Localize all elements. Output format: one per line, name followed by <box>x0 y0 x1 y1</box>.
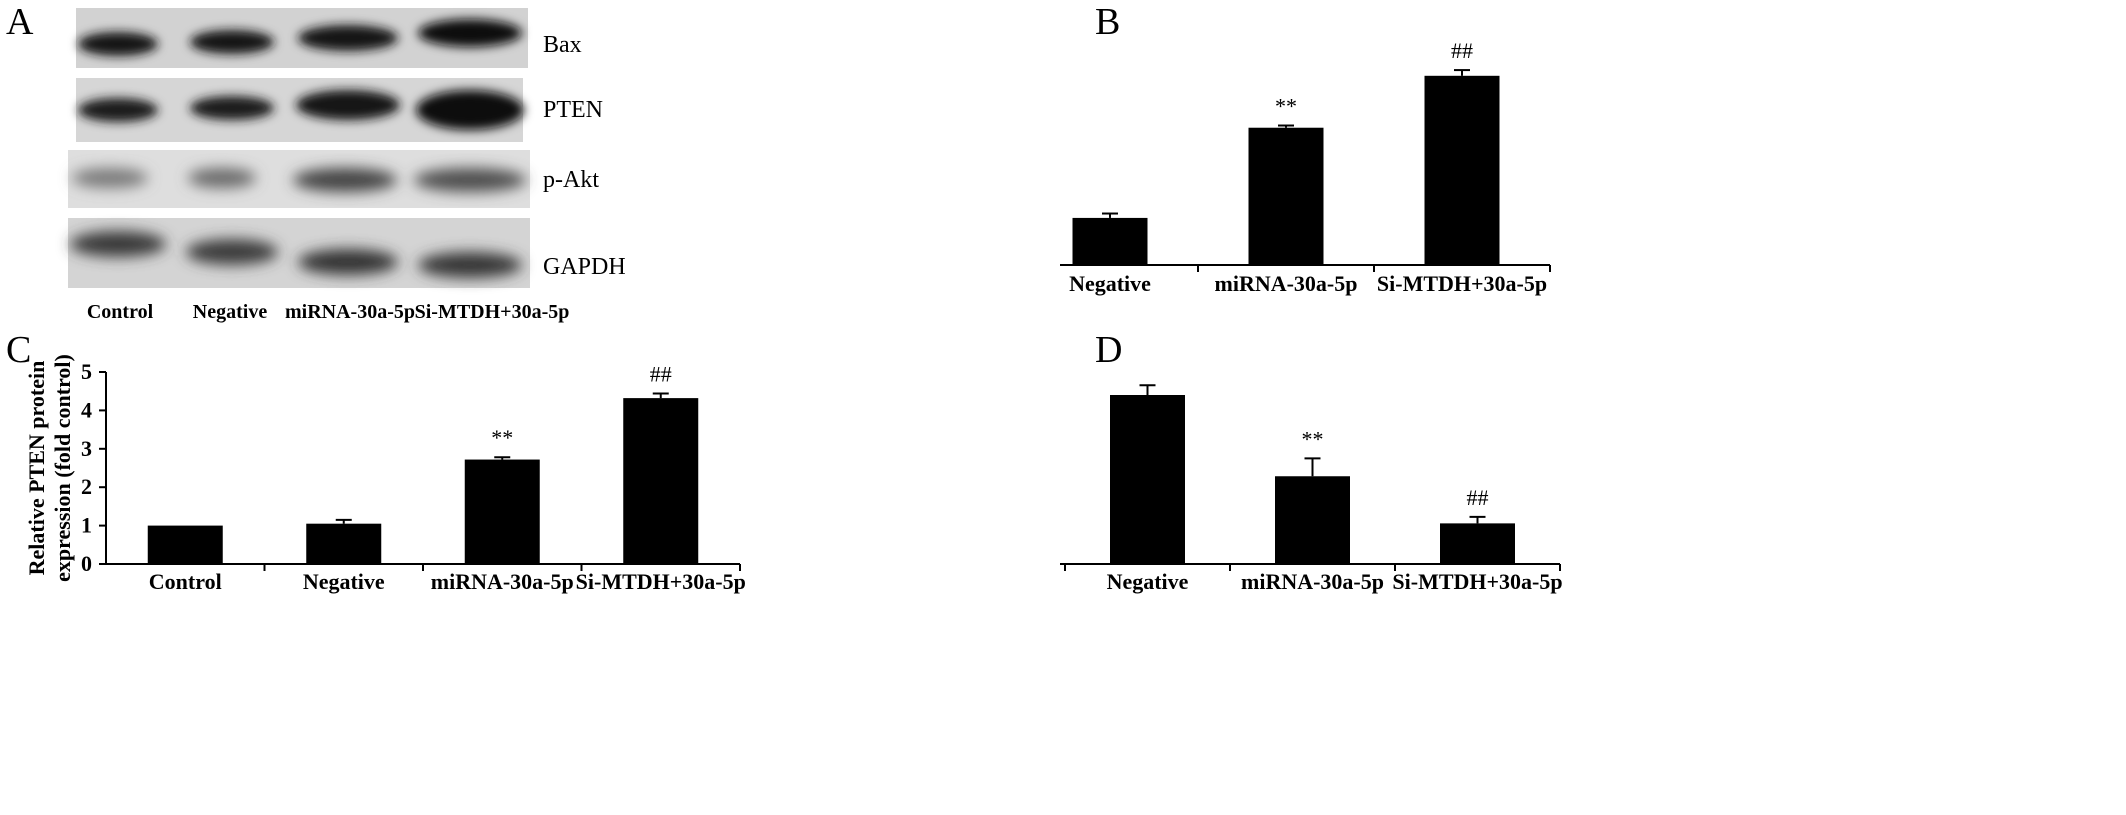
band-label-bax: Bax <box>543 32 582 58</box>
chart-c-ylabel-line2: expression (fold control) <box>50 354 75 582</box>
chart-b-category-label: Negative <box>1069 271 1151 296</box>
chart-d-significance-label: ** <box>1302 426 1324 451</box>
chart-c-bar <box>147 525 223 564</box>
panel-letter-b: B <box>1095 1 1121 43</box>
western-blot-image: Bax PTEN p-Akt GAPDH Control Negative mi… <box>68 8 626 323</box>
chart-c-category-label: Control <box>149 569 222 594</box>
panel-letter-c: C <box>6 329 32 371</box>
lane-label-si-mtdh: Si-MTDH+30a-5p <box>415 301 570 323</box>
chart-d-bar <box>1440 523 1515 564</box>
chart-d-category-label: Si-MTDH+30a-5p <box>1392 569 1562 594</box>
chart-b-category-label: miRNA-30a-5p <box>1215 271 1358 296</box>
gapdh-bands <box>70 231 522 278</box>
lane-label-negative: Negative <box>193 301 268 323</box>
chart-c-y-tick-label: 0 <box>81 551 92 576</box>
lane-label-control: Control <box>87 301 154 323</box>
chart-c-significance-label: ## <box>650 362 672 387</box>
chart-c-y-tick-label: 3 <box>81 436 92 461</box>
chart-c-y-tick-label: 5 <box>81 359 92 384</box>
panel-letter-a: A <box>6 1 34 43</box>
chart-d-category-label: Negative <box>1107 569 1189 594</box>
band-label-gapdh: GAPDH <box>543 254 626 280</box>
chart-b-category-label: Si-MTDH+30a-5p <box>1377 271 1547 296</box>
chart-c-bar <box>306 523 382 564</box>
chart-c-y-tick-label: 4 <box>81 397 92 422</box>
chart-c-pten-expression: 0 1 2 3 4 5 Control Negative ** miRNA-30a-5p ## Si-… <box>24 354 746 594</box>
chart-d-category-label: miRNA-30a-5p <box>1241 569 1384 594</box>
chart-d-pakt-expression: 00.20.40.60.811.2ControlNegative**miRNA-… <box>1060 384 1563 594</box>
panel-letter-d: D <box>1095 329 1123 371</box>
pten-bands <box>78 90 524 130</box>
chart-c-significance-label: ** <box>491 425 513 450</box>
chart-c-y-tick-label: 1 <box>81 513 92 538</box>
chart-c-category-label: miRNA-30a-5p <box>431 569 574 594</box>
band-label-pakt: p-Akt <box>543 167 599 193</box>
chart-b-bar <box>1248 127 1324 265</box>
chart-b-bax-expression: 012345ControlNegative**miRNA-30a-5p##Si-… <box>1060 38 1551 296</box>
pakt-bands <box>72 168 526 192</box>
lane-label-mirna: miRNA-30a-5p <box>285 301 415 323</box>
chart-b-bar <box>1424 75 1500 265</box>
chart-c-y-tick-label: 2 <box>81 474 92 499</box>
chart-d-significance-label: ## <box>1467 485 1489 510</box>
chart-c-bar <box>464 459 540 564</box>
chart-b-significance-label: ## <box>1451 38 1473 63</box>
bax-bands <box>78 19 522 56</box>
chart-b-significance-label: ** <box>1275 94 1297 119</box>
band-label-pten: PTEN <box>543 97 603 123</box>
chart-b-bar <box>1072 217 1148 265</box>
chart-d-bar <box>1275 476 1350 564</box>
chart-d-bar <box>1110 395 1185 564</box>
chart-c-bar <box>623 398 699 564</box>
chart-c-ylabel-line1: Relative PTEN protein <box>24 361 49 576</box>
chart-c-category-label: Negative <box>303 569 385 594</box>
chart-c-category-label: Si-MTDH+30a-5p <box>576 569 746 594</box>
